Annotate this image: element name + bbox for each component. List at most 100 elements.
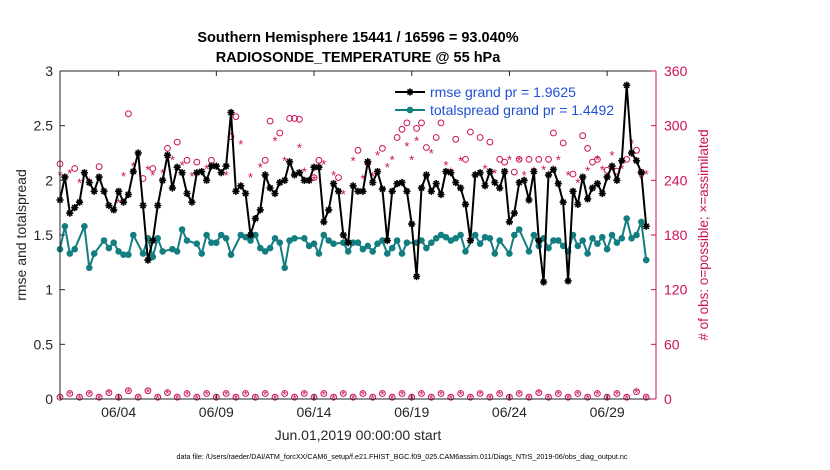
obs-possible-marker	[525, 156, 533, 163]
rmse-point	[613, 176, 621, 184]
obs-assimilated-marker: *	[248, 170, 253, 185]
obs-assimilated-marker-low: *	[517, 390, 522, 402]
rmse-point	[80, 169, 88, 177]
obs-possible-marker	[354, 146, 362, 154]
totalspread-point	[325, 237, 333, 244]
rmse-point	[628, 149, 636, 157]
rmse-point	[66, 209, 74, 217]
obs-possible-marker-low	[574, 390, 582, 397]
rmse-point	[124, 190, 132, 199]
y-right-tick-label: 300	[664, 118, 688, 134]
obs-assimilated-marker-low: *	[380, 390, 385, 402]
obs-possible-marker	[413, 124, 421, 132]
rmse-point	[457, 184, 465, 192]
obs-assimilated-marker: *	[150, 168, 155, 183]
obs-assimilated-marker: *	[517, 154, 522, 169]
obs-possible-marker	[276, 129, 284, 137]
obs-assimilated-marker-low: *	[185, 390, 190, 402]
obs-assimilated-marker-low: *	[126, 387, 131, 399]
obs-assimilated-marker: *	[297, 141, 302, 156]
obs-assimilated-marker: *	[77, 175, 82, 190]
obs-assimilated-marker-low: *	[107, 389, 112, 401]
totalspread-point	[579, 237, 587, 244]
obs-assimilated-marker: *	[170, 153, 175, 168]
rmse-point	[373, 168, 382, 176]
rmse-point	[222, 162, 230, 170]
y-left-tick-label: 2.5	[34, 118, 54, 134]
rmse-point	[608, 162, 616, 170]
rmse-point	[530, 168, 538, 176]
rmse-point	[491, 178, 499, 187]
rmse-point	[154, 201, 162, 210]
y-right-tick-label: 0	[664, 391, 672, 407]
totalspread-point	[393, 237, 401, 244]
obs-assimilated-marker-low: *	[224, 390, 229, 402]
obs-possible-marker-low	[105, 389, 113, 397]
obs-assimilated-marker: *	[360, 172, 365, 187]
rmse-point	[178, 169, 186, 177]
totalspread-point	[86, 264, 93, 272]
obs-assimilated-marker: *	[404, 139, 409, 154]
rmse-point	[300, 176, 308, 184]
rmse-point	[486, 168, 494, 176]
rmse-point	[481, 182, 489, 190]
totalspread-point	[486, 235, 494, 242]
obs-assimilated-marker: *	[238, 137, 243, 152]
totalspread-point	[271, 235, 279, 242]
obs-assimilated-marker: *	[204, 162, 209, 177]
obs-possible-marker	[335, 174, 342, 182]
obs-assimilated-marker: *	[258, 160, 263, 175]
totalspread-point	[178, 226, 186, 233]
y-left-tick-label: 2	[45, 172, 53, 188]
obs-assimilated-marker: *	[224, 168, 229, 183]
totalspread-point	[515, 226, 523, 233]
totalspread-point	[203, 231, 210, 239]
obs-possible-marker	[418, 119, 425, 127]
obs-assimilated-marker-low: *	[478, 390, 483, 402]
rmse-point	[315, 163, 323, 171]
obs-assimilated-marker: *	[67, 166, 72, 181]
obs-assimilated-marker-low: *	[634, 388, 639, 400]
obs-possible-marker	[164, 145, 171, 152]
obs-assimilated-marker: *	[331, 168, 336, 183]
y-right-tick-label: 240	[664, 172, 688, 188]
rmse-point	[569, 187, 577, 195]
obs-possible-marker	[545, 156, 552, 163]
obs-possible-marker-low	[369, 393, 377, 401]
totalspread-point	[266, 244, 274, 252]
rmse-point	[251, 215, 259, 223]
obs-possible-marker-low	[437, 390, 445, 397]
obs-assimilated-marker-low: *	[263, 390, 268, 402]
obs-assimilated-marker-low: *	[556, 390, 561, 402]
rmse-point	[237, 182, 245, 190]
rmse-point	[320, 218, 328, 226]
obs-possible-marker	[510, 168, 518, 176]
totalspread-point	[525, 248, 533, 255]
rmse-point	[61, 173, 69, 181]
rmse-point	[603, 173, 611, 181]
totalspread-point	[633, 231, 640, 239]
y-left-tick-label: 1.5	[34, 227, 54, 243]
obs-possible-marker-low	[339, 390, 347, 397]
totalspread-point	[130, 231, 137, 239]
rmse-point	[447, 169, 455, 177]
obs-assimilated-marker: *	[351, 154, 356, 169]
rmse-point	[354, 187, 362, 195]
totalspread-point	[110, 239, 117, 246]
obs-possible-marker	[559, 139, 567, 147]
totalspread-point	[623, 215, 631, 222]
rmse-point	[398, 178, 406, 187]
obs-possible-marker	[476, 134, 484, 141]
rmse-point	[383, 236, 391, 245]
y-right-tick-label: 360	[664, 63, 688, 79]
plot-area: * * * * * * * * * * * * * * * * * * * * * * * * * * * * * * * * * * * * * * * *…	[34, 63, 688, 420]
rmse-point	[310, 163, 318, 171]
rmse-point	[134, 149, 142, 157]
obs-possible-marker-low	[164, 389, 171, 397]
rmse-point	[212, 162, 220, 170]
obs-possible-marker-low	[525, 393, 533, 401]
totalspread-point	[369, 248, 377, 255]
obs-assimilated-marker-low: *	[322, 390, 327, 402]
obs-possible-marker	[183, 156, 191, 164]
rmse-point	[168, 184, 176, 192]
